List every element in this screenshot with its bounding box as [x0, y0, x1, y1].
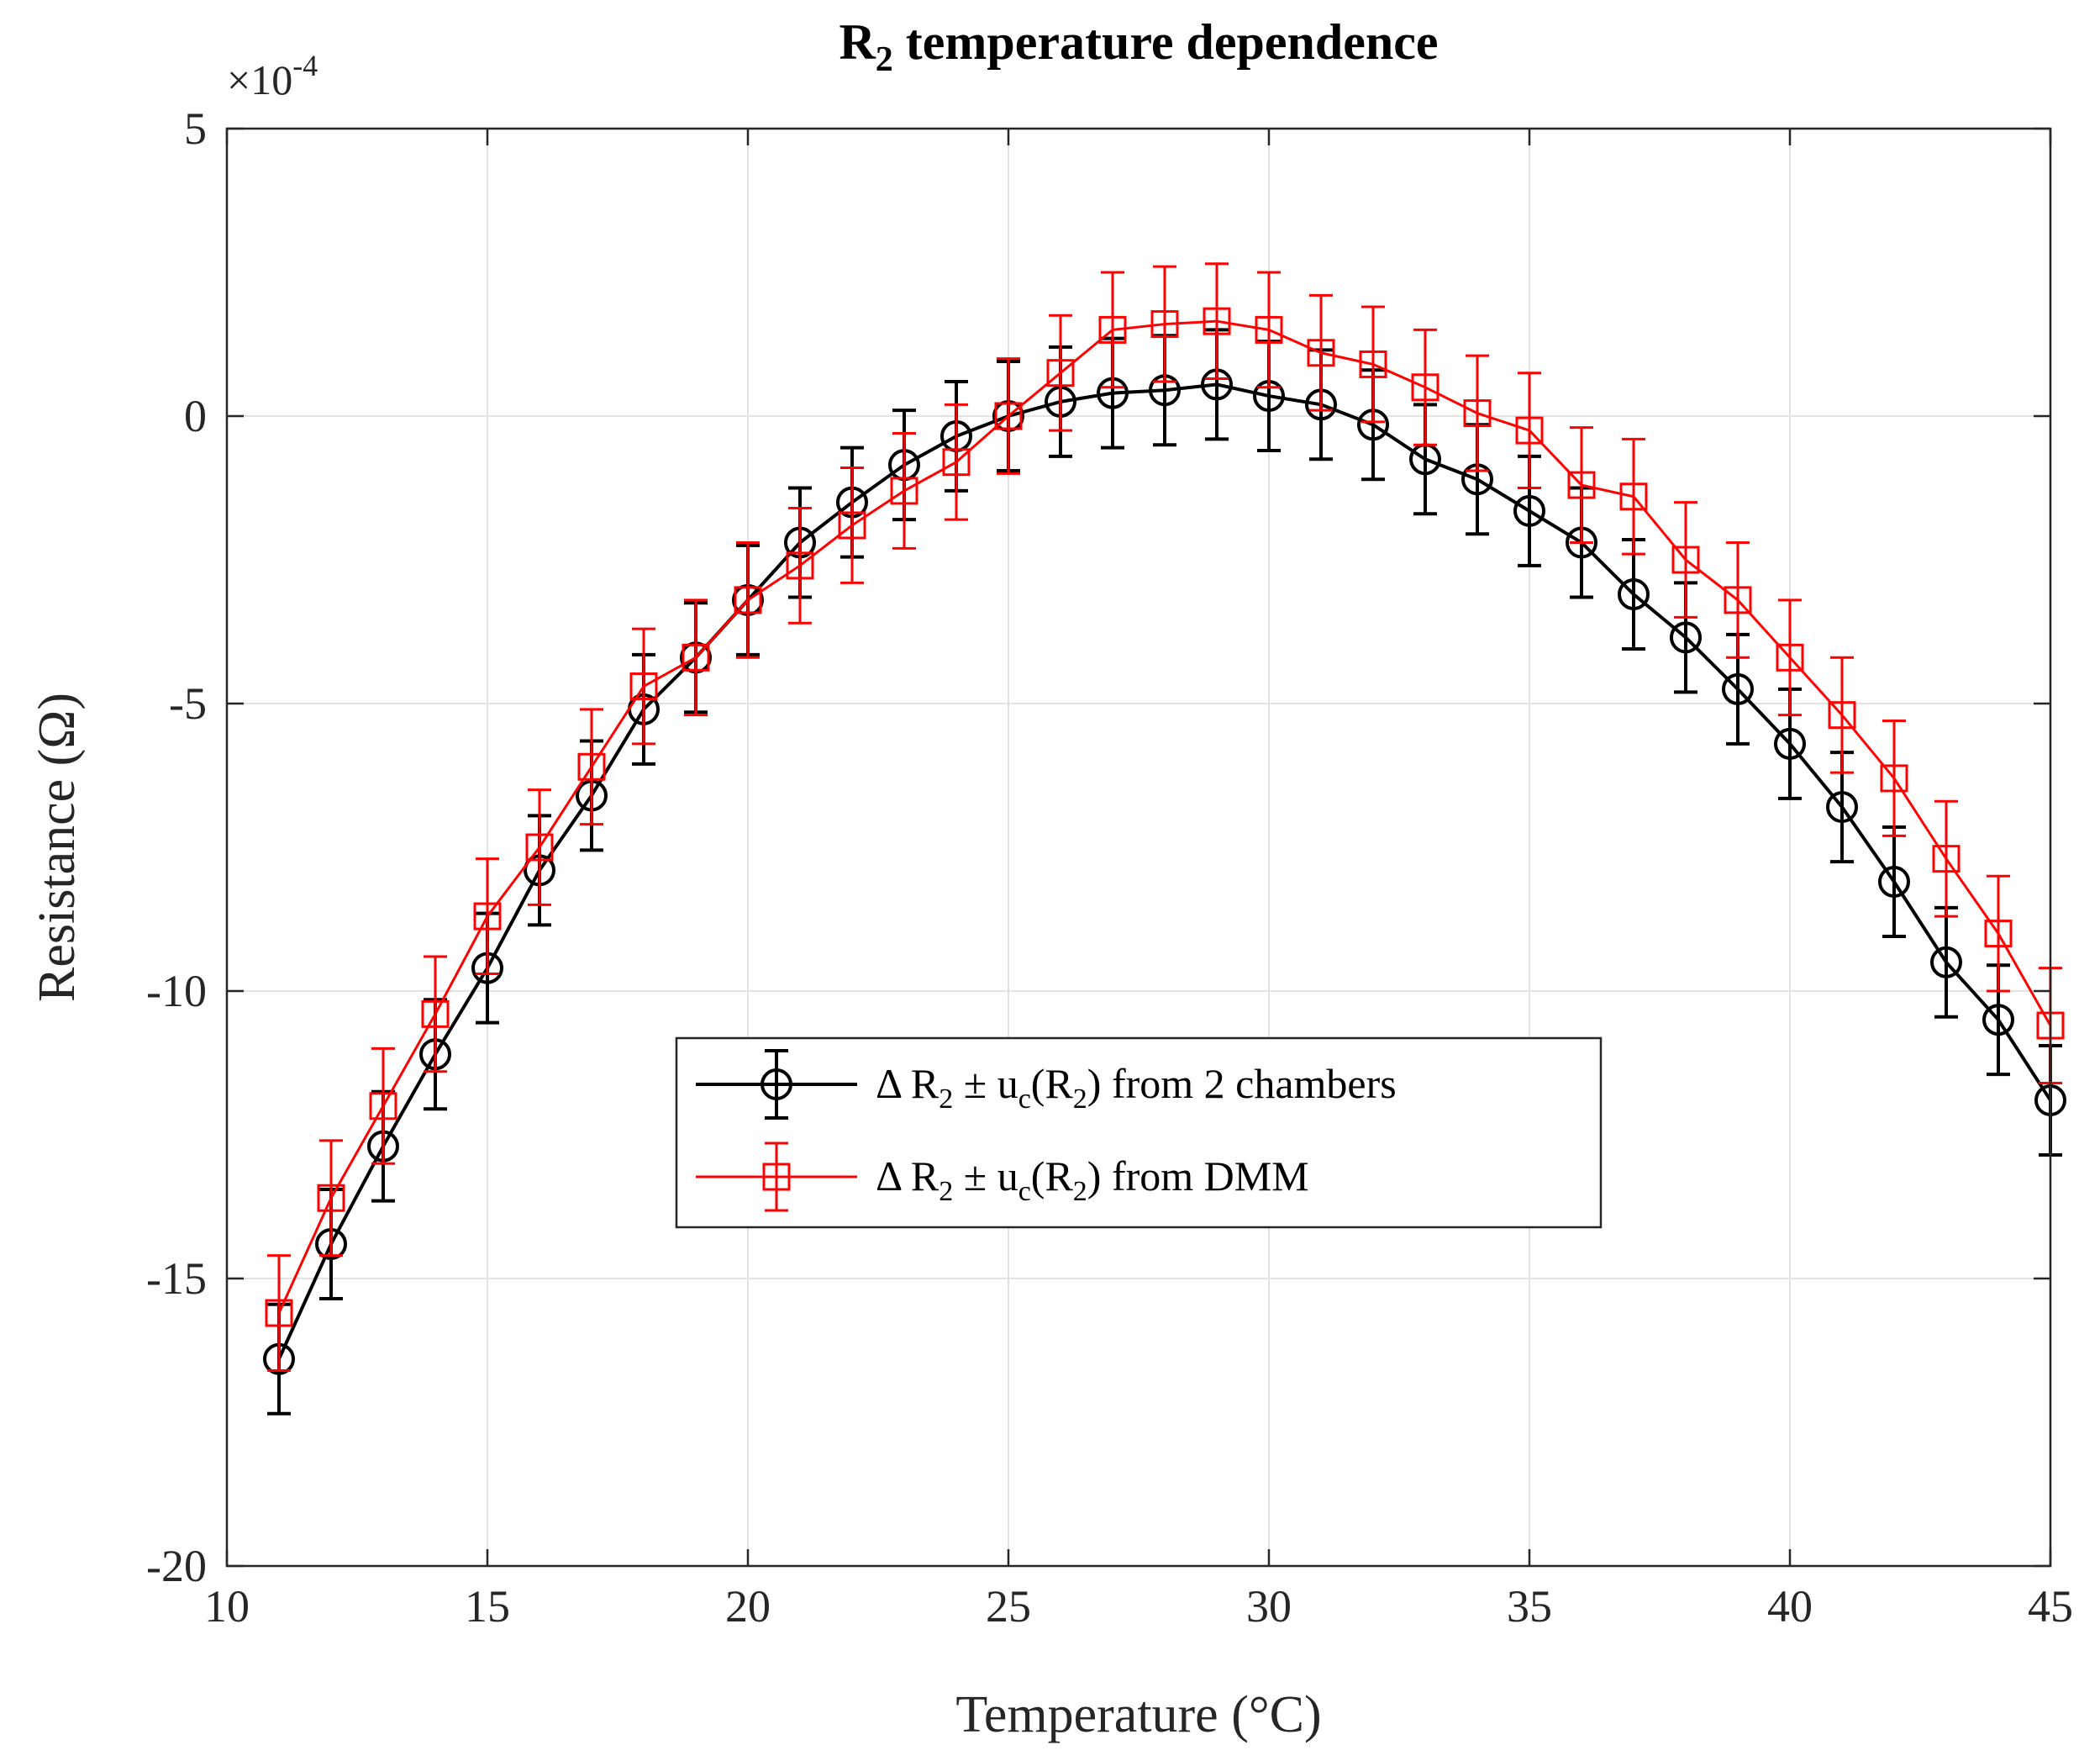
data-point-dmm [1515, 416, 1544, 445]
x-tick-label: 35 [1507, 1581, 1552, 1632]
data-point-dmm [1567, 471, 1596, 499]
series-dmm [265, 262, 2065, 1372]
data-point-2-chambers [1722, 672, 1754, 705]
data-point-2-chambers [1878, 866, 1910, 899]
data-point-2-chambers [1774, 727, 1806, 760]
data-point-dmm [1098, 315, 1127, 344]
data-point-2-chambers [1930, 946, 1962, 978]
data-series [263, 262, 2066, 1416]
data-point-dmm [1359, 350, 1387, 378]
data-point-dmm [1046, 359, 1075, 388]
data-point-2-chambers [1513, 494, 1545, 527]
data-point-2-chambers [1618, 578, 1650, 611]
legend-entry-2-chambers: Δ R2 ± uc(R2) from 2 chambers [696, 1049, 1397, 1120]
y-tick-label: -15 [146, 1253, 207, 1304]
data-point-dmm [525, 833, 554, 862]
data-point-dmm [473, 902, 502, 931]
plot-area [227, 129, 2050, 1566]
data-point-dmm [786, 551, 814, 580]
x-tick-label: 20 [725, 1581, 771, 1632]
x-tick-label: 10 [204, 1581, 250, 1632]
y-tick-label: -20 [146, 1541, 207, 1591]
data-point-dmm [1880, 764, 1908, 793]
data-point-dmm [1411, 373, 1439, 402]
data-point-2-chambers [1670, 621, 1702, 654]
data-point-dmm [1776, 643, 1804, 672]
x-tick-label: 25 [986, 1581, 1031, 1632]
x-axis-label: Temperature (°C) [955, 1686, 1321, 1743]
y-tick-label: 5 [184, 103, 207, 154]
data-point-dmm [629, 672, 658, 700]
data-point-dmm [1671, 546, 1700, 574]
data-point-dmm [369, 1092, 397, 1120]
legend-entry-dmm: Δ R2 ± uc(R2) from DMM [696, 1141, 1309, 1212]
y-axis-label: Resistance (Ω) [29, 693, 86, 1002]
legend-marker-circle [761, 1068, 792, 1100]
data-point-2-chambers [1982, 1004, 2014, 1036]
plot-frame [225, 127, 2052, 1568]
y-tick-label: 0 [184, 391, 207, 441]
x-tick-label: 40 [1767, 1581, 1813, 1632]
legend-marker-square [762, 1163, 791, 1191]
data-point-dmm [421, 999, 450, 1028]
data-point-dmm [1932, 845, 1961, 873]
data-point-dmm [1307, 339, 1335, 367]
x-tick-label: 45 [2028, 1581, 2073, 1632]
x-tick-label: 30 [1246, 1581, 1292, 1632]
legend-label-2-chambers: Δ R2 ± uc(R2) from 2 chambers [876, 1060, 1397, 1115]
y-axis-exponent: ×10-4 [227, 49, 318, 103]
data-point-dmm [734, 586, 762, 614]
data-point-dmm [1150, 310, 1179, 339]
data-point-dmm [1619, 482, 1648, 511]
x-tick-label: 15 [465, 1581, 510, 1632]
y-tick-label: -10 [146, 966, 207, 1016]
data-point-dmm [994, 402, 1023, 430]
data-point-dmm [577, 752, 606, 781]
legend-label-dmm: Δ R2 ± uc(R2) from DMM [876, 1152, 1309, 1207]
data-point-dmm [265, 1299, 293, 1327]
data-point-dmm [942, 448, 971, 477]
legend: Δ R2 ± uc(R2) from 2 chambers Δ R2 ± uc(… [675, 1036, 1603, 1229]
chart-title: R2 temperature dependence [839, 14, 1438, 79]
data-point-dmm [1463, 399, 1492, 428]
data-point-dmm [317, 1184, 345, 1212]
data-point-dmm [1724, 586, 1752, 614]
data-point-dmm [1203, 307, 1231, 335]
y-tick-label: -5 [169, 678, 207, 729]
data-point-dmm [1984, 920, 2013, 948]
data-point-dmm [838, 511, 866, 540]
data-point-dmm [1828, 701, 1856, 730]
data-point-2-chambers [1826, 791, 1858, 824]
legend-box [675, 1036, 1603, 1229]
data-point-dmm [890, 477, 918, 505]
data-point-dmm [682, 643, 710, 672]
data-point-dmm [1255, 315, 1283, 344]
